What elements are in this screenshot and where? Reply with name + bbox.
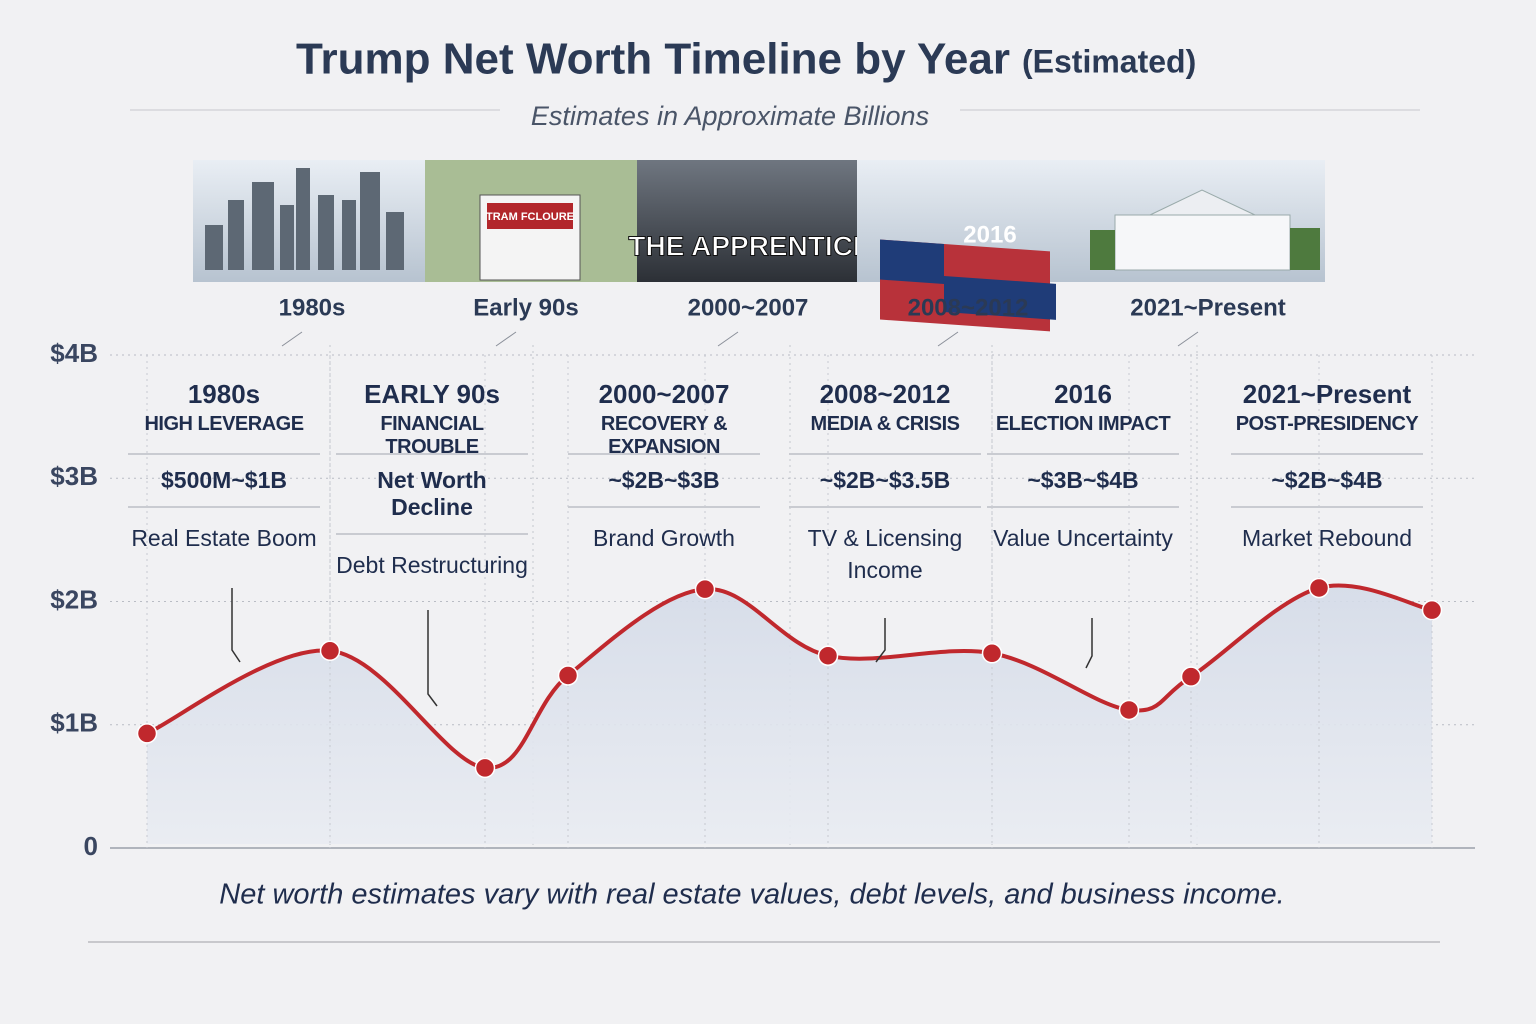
title-note: (Estimated)	[1022, 43, 1196, 79]
annotation-note: TV & Licensing Income	[807, 525, 963, 583]
annotation-range: ~$2B~$4B	[1231, 453, 1423, 508]
annotation-era: EARLY 90s	[364, 379, 500, 409]
chart-title: Trump Net Worth Timeline by Year	[296, 35, 1010, 84]
annotation-note: Real Estate Boom	[131, 525, 317, 551]
point	[1421, 599, 1443, 621]
point	[474, 757, 496, 779]
pediment	[1149, 189, 1256, 216]
annotation: 2021~Present POST-PRESIDENCY ~$2B~$4B Marke…	[1227, 379, 1427, 554]
annotation-theme: POST-PRESIDENCY	[1235, 413, 1419, 435]
tree	[1090, 230, 1115, 270]
annotation-theme: FINANCIAL TROUBLE	[380, 413, 484, 458]
y-tick-label: $3B	[50, 461, 98, 491]
sign-text: TRAM FCLOURE	[486, 211, 574, 223]
point	[817, 645, 839, 666]
note-leader	[427, 610, 438, 707]
caption-leader	[937, 331, 959, 347]
annotation-era: 2000~2007	[598, 379, 730, 409]
annotation-theme: MEDIA & CRISIS	[810, 413, 960, 435]
caption-leader	[717, 331, 739, 347]
area	[147, 585, 1432, 844]
annotation-era: 2016	[1054, 379, 1112, 409]
subtitle: Estimates in Approximate Billions	[531, 101, 929, 131]
flag-canton	[880, 239, 944, 285]
annotation: 1980s HIGH LEVERAGE $500M~$1B Real Estate B…	[124, 379, 324, 554]
annotation-range: ~$3B~$4B	[987, 453, 1179, 508]
note-leader	[1085, 618, 1093, 669]
flag-banner	[944, 276, 1056, 320]
annotation: 2000~2007 RECOVERY & EXPANSION ~$2B~$3B Bra…	[564, 379, 764, 554]
annotation-note: Value Uncertainty	[993, 525, 1173, 551]
era-caption: 1980s	[279, 294, 346, 321]
banner-text: THE APPRENTICE	[628, 230, 871, 261]
point	[136, 723, 158, 744]
caption-leader	[281, 331, 303, 347]
annotation-era: 1980s	[187, 379, 261, 409]
annotation: 2008~2012 MEDIA & CRISIS ~$2B~$3.5B TV & Li…	[785, 379, 985, 586]
skyline	[205, 168, 404, 270]
caption-leader	[1177, 331, 1199, 347]
annotation-range: ~$2B~$3.5B	[789, 453, 981, 508]
point	[1308, 577, 1330, 599]
point	[319, 640, 341, 662]
y-tick-label: $4B	[50, 338, 98, 368]
y-tick-label: 0	[84, 831, 98, 861]
annotation-range: ~$2B~$3B	[568, 453, 760, 508]
footer: Net worth estimates vary with real estat…	[219, 879, 1284, 911]
era-caption: 2008~2012	[908, 294, 1029, 321]
point	[981, 643, 1003, 664]
annotation-note: Debt Restructuring	[336, 552, 528, 578]
point	[1118, 699, 1140, 721]
era-caption: 2021~Present	[1130, 294, 1285, 321]
photo	[637, 160, 857, 282]
point	[694, 578, 716, 600]
annotation-theme: ELECTION IMPACT	[995, 413, 1171, 435]
point	[557, 665, 579, 686]
era-caption: 2000~2007	[688, 294, 809, 321]
tree	[1290, 228, 1320, 270]
image-strip: TRAM FCLOURE THE APPRENTICE 2016	[193, 160, 1325, 332]
annotation-range: Net Worth Decline	[336, 453, 528, 535]
y-tick-label: $2B	[50, 584, 98, 614]
note-leader	[875, 618, 886, 663]
annotation-era: 2021~Present	[1242, 379, 1412, 409]
caption-leader	[495, 331, 517, 347]
annotation-note: Market Rebound	[1241, 525, 1413, 551]
sign-band	[487, 203, 573, 229]
white-house	[1114, 214, 1291, 271]
annotation-range: $500M~$1B	[128, 453, 320, 508]
banner-text: 2016	[963, 221, 1016, 248]
annotation-theme: HIGH LEVERAGE	[144, 413, 304, 435]
y-tick-label: $1B	[50, 708, 98, 738]
annotation: EARLY 90s FINANCIAL TROUBLE Net Worth Decl…	[332, 379, 532, 581]
point	[1180, 666, 1202, 687]
annotation-note: Brand Growth	[593, 525, 735, 551]
line	[146, 583, 1433, 770]
note-leader	[231, 588, 241, 663]
era-caption: Early 90s	[473, 294, 578, 321]
annotation-theme: RECOVERY & EXPANSION	[600, 413, 728, 458]
annotation-era: 2008~2012	[819, 379, 951, 409]
annotation: 2016 ELECTION IMPACT ~$3B~$4B Value Uncerta…	[983, 379, 1183, 554]
